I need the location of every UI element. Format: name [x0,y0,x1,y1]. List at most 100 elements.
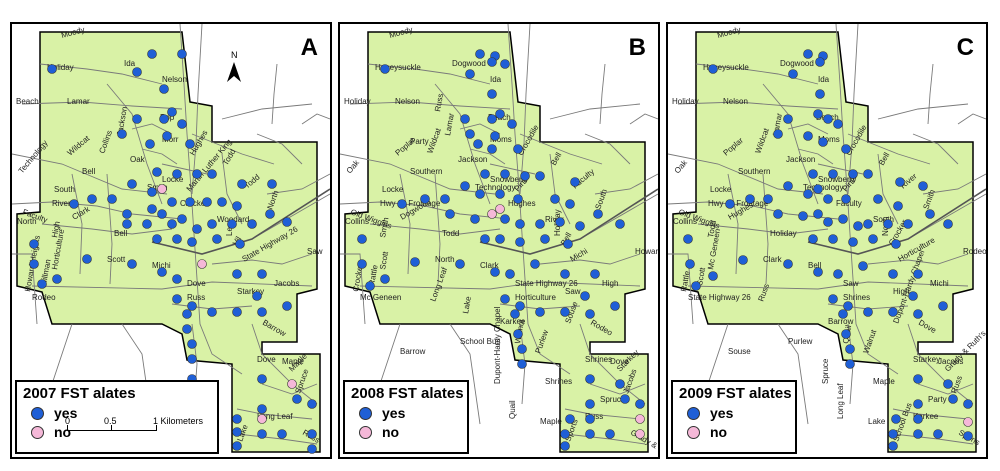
sample-site-yes [605,429,615,439]
road [892,408,969,420]
street-label: Todd [706,220,718,239]
road [927,63,934,125]
sample-site-yes [172,169,182,179]
sample-site-yes [117,129,127,139]
sample-site-no [257,414,267,424]
legend-a: 2007 FST alates yes no 0 0.5 1 Kilometer… [15,380,219,454]
road [629,113,658,125]
sample-site-yes [232,307,242,317]
sample-site-yes [815,57,825,67]
sample-site-yes [517,359,527,369]
road [39,63,163,85]
sample-site-yes [610,301,620,311]
road [797,148,834,165]
sample-site-no [487,209,497,219]
street-label: Technology [803,183,843,192]
street-label: Barrow [400,347,426,356]
road [340,253,366,325]
sample-site-yes [505,269,515,279]
sample-site-yes [913,429,923,439]
sample-site-yes [913,399,923,409]
sample-site-yes [823,114,833,124]
sample-site-yes [147,187,157,197]
street-label: River [52,199,71,208]
sample-site-yes [187,354,197,364]
street-label: Russ [433,93,445,113]
road [221,153,243,225]
sample-site-yes [863,219,873,229]
sample-site-yes [943,219,953,229]
legend-no-label: no [382,424,400,440]
sample-site-yes [237,179,247,189]
road [564,433,646,445]
street-label: Karkee [913,412,939,421]
sample-site-yes [783,181,793,191]
street-label: Starkey [913,355,940,364]
street-label: Morr [162,135,179,144]
street-label: Jackson [458,155,487,164]
road [762,83,819,205]
street-label: Southern [410,167,442,176]
street-label: Bell [82,167,96,176]
road [599,63,606,125]
road [847,24,859,195]
sample-site-yes [500,214,510,224]
sample-site-yes [277,429,287,439]
sample-site-yes [207,219,217,229]
street-label: Southern [738,167,770,176]
street-label: Clark [763,255,783,264]
sample-site-yes [440,194,450,204]
sample-site-yes [465,129,475,139]
street-label: Ida [124,59,136,68]
road [106,83,163,205]
road [877,153,899,225]
street-label: River [545,215,564,224]
sample-site-yes [808,169,818,179]
sample-site-yes [142,219,152,229]
legend-no-a: no [23,424,211,440]
sample-site-yes [828,294,838,304]
sample-site-yes [893,201,903,211]
sample-site-yes [803,131,813,141]
road [369,223,501,235]
sample-site-yes [550,194,560,204]
scale-bar: 0 0.5 1 Kilometers [65,416,207,442]
sample-site-yes [445,209,455,219]
sample-site-yes [177,214,187,224]
road [519,24,531,195]
sample-site-yes [235,239,245,249]
street-label: Bell [114,229,128,238]
sample-site-yes [803,189,813,199]
road [459,123,501,135]
scale-label-0: 0 [65,416,71,426]
sample-site-yes [257,307,267,317]
street-label: Dupont-Hardy Chapel [493,306,502,384]
road [907,323,974,405]
sample-site-yes [307,429,317,439]
sample-site-yes [267,179,277,189]
sample-site-no [197,259,207,269]
legend-title-b: 2008 FST alates [351,385,464,402]
sample-site-yes [182,309,192,319]
road [266,173,330,195]
sample-site-yes [938,301,948,311]
sample-site-yes [510,309,520,319]
sample-site-yes [159,84,169,94]
road [236,408,313,420]
sample-site-yes [185,139,195,149]
road [584,133,631,165]
sample-site-yes [420,194,430,204]
road [301,113,330,125]
road [71,173,83,275]
road [256,133,303,165]
sample-site-yes [207,169,217,179]
street-label: Collins [345,217,369,226]
sample-site-yes [683,234,693,244]
sample-site-yes [122,209,132,219]
sample-site-yes [132,114,142,124]
sample-site-yes [570,177,580,187]
sample-site-yes [868,234,878,244]
sample-site-yes [925,209,935,219]
map-panel-b: MoodyHoneysuckleDogwoodIdaHolidayNelsonB… [338,22,660,459]
road [589,383,646,395]
